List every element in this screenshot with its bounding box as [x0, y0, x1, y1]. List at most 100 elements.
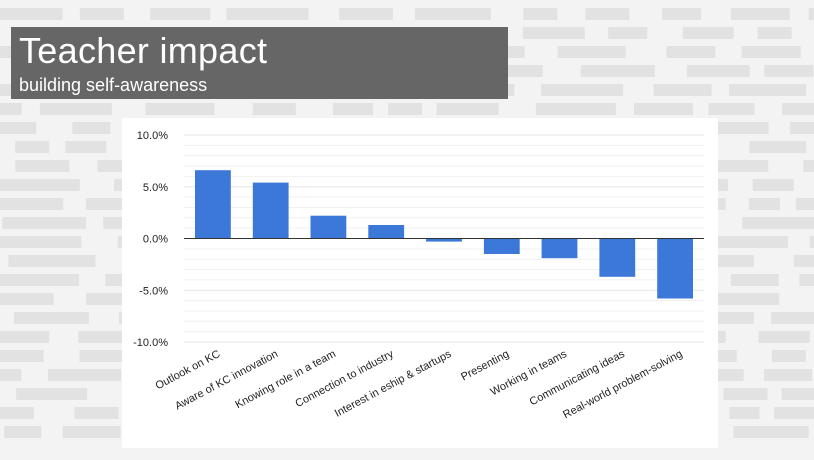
bar: [599, 238, 636, 277]
background-brick: [741, 46, 801, 58]
bar: [368, 225, 405, 239]
bar: [426, 238, 462, 242]
background-brick: [15, 160, 70, 172]
background-brick: [716, 236, 788, 248]
background-brick: [15, 141, 50, 153]
background-brick: [0, 122, 37, 134]
background-brick: [436, 103, 499, 115]
y-tick-label: 5.0%: [143, 182, 168, 194]
background-brick: [48, 369, 121, 381]
background-brick: [771, 312, 814, 324]
background-brick: [608, 27, 648, 39]
background-brick: [790, 122, 814, 134]
x-tick-label: Knowing role in a team: [233, 348, 337, 411]
y-tick-label: -10.0%: [133, 337, 168, 349]
x-tick-label: Communicating ideas: [528, 348, 627, 408]
background-brick: [541, 84, 624, 96]
background-brick: [79, 8, 124, 20]
bar: [657, 238, 693, 299]
background-brick: [708, 103, 755, 115]
background-brick: [793, 255, 814, 267]
background-brick: [723, 388, 768, 400]
background-brick: [730, 274, 779, 286]
background-brick: [742, 217, 814, 229]
background-brick: [0, 179, 80, 191]
title-banner: Teacher impact building self-awareness: [11, 27, 508, 99]
background-brick: [414, 8, 491, 20]
background-brick: [803, 160, 814, 172]
background-brick: [74, 407, 119, 419]
background-brick: [809, 236, 814, 248]
background-brick: [653, 84, 712, 96]
background-brick: [0, 407, 34, 419]
background-brick: [13, 312, 89, 324]
background-brick: [771, 350, 806, 362]
background-brick: [662, 8, 702, 20]
background-brick: [252, 103, 296, 115]
background-brick: [226, 8, 309, 20]
y-tick-label: 0.0%: [143, 234, 168, 246]
background-brick: [757, 27, 792, 39]
bar: [310, 215, 347, 239]
background-brick: [715, 160, 769, 172]
bar: [483, 238, 520, 254]
background-brick: [0, 103, 22, 115]
background-brick: [145, 103, 215, 115]
background-brick: [0, 293, 54, 305]
slide-subtitle: building self-awareness: [19, 75, 208, 95]
bar: [195, 170, 231, 239]
background-brick: [2, 217, 87, 229]
background-brick: [557, 46, 626, 58]
background-brick: [339, 8, 393, 20]
background-brick: [388, 103, 423, 115]
x-tick-label: Connection to industry: [293, 348, 396, 410]
background-brick: [65, 141, 107, 153]
background-brick: [749, 198, 780, 210]
background-brick: [634, 103, 693, 115]
background-brick: [522, 27, 585, 39]
background-brick: [0, 8, 63, 20]
background-brick: [4, 426, 42, 438]
chart-panel: 10.0% 5.0% 0.0% -5.0% -10.0% Outlook on KC Awa…: [122, 118, 718, 448]
background-brick: [686, 65, 750, 77]
background-brick: [752, 179, 794, 191]
background-brick: [39, 103, 112, 115]
background-brick: [150, 8, 211, 20]
slide-title: Teacher impact: [19, 30, 268, 71]
bar: [252, 182, 289, 239]
background-brick: [0, 331, 50, 343]
background-brick: [333, 103, 373, 115]
background-brick: [808, 8, 814, 20]
background-brick: [0, 350, 44, 362]
background-brick: [0, 274, 79, 286]
background-brick: [749, 141, 807, 153]
background-brick: [729, 407, 760, 419]
background-brick: [733, 426, 809, 438]
x-tick-label: Aware of KC innovation: [173, 348, 280, 412]
background-brick: [799, 274, 814, 286]
background-brick: [72, 122, 111, 134]
background-brick: [8, 255, 96, 267]
background-brick: [580, 65, 655, 77]
background-brick: [535, 103, 616, 115]
background-brick: [79, 350, 125, 362]
y-tick-label: 10.0%: [137, 130, 168, 142]
background-brick: [764, 65, 814, 77]
x-tick-label: Presenting: [459, 348, 511, 383]
background-brick: [0, 236, 82, 248]
background-brick: [709, 312, 754, 324]
bar: [541, 238, 578, 259]
background-brick: [795, 198, 814, 210]
background-brick: [764, 369, 812, 381]
background-brick: [62, 426, 121, 438]
background-brick: [781, 388, 814, 400]
background-brick: [585, 8, 630, 20]
background-brick: [0, 369, 22, 381]
background-brick: [0, 198, 64, 210]
background-brick: [666, 46, 716, 58]
background-brick: [782, 103, 814, 115]
y-tick-label: -5.0%: [139, 285, 168, 297]
bar-chart: 10.0%5.0%0.0%-5.0%-10.0%Outlook on KCAwa…: [133, 130, 704, 421]
background-brick: [682, 27, 734, 39]
background-brick: [729, 84, 807, 96]
